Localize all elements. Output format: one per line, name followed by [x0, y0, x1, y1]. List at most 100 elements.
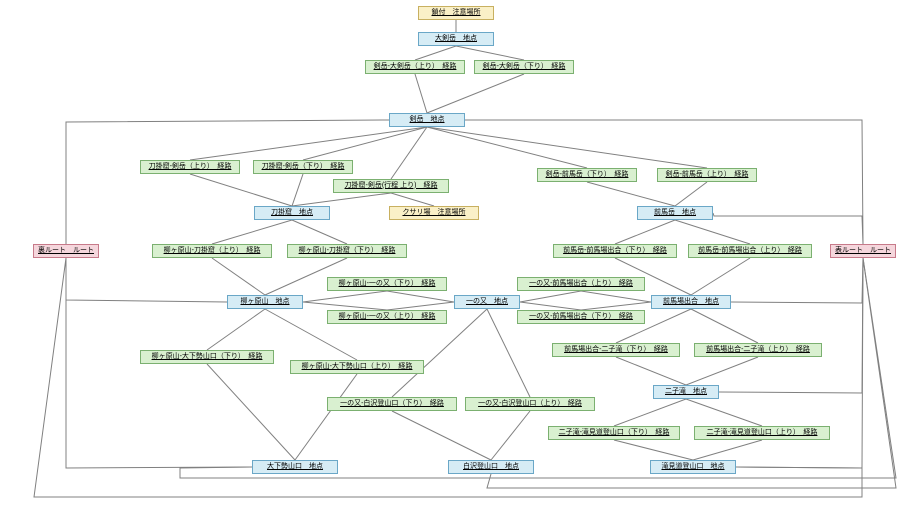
node-n11[interactable]: 刀掛窟 地点 — [254, 206, 330, 220]
node-n12[interactable]: クサリ場 注意場所 — [389, 206, 479, 220]
node-label: 柳ヶ原山-一の又（上り） 経路 — [339, 313, 436, 321]
node-label: 一の又 地点 — [466, 298, 508, 306]
edge — [614, 399, 686, 426]
edge — [415, 46, 456, 60]
node-n33[interactable]: 一の又-白沢登山口（上り） 経路 — [465, 397, 595, 411]
edge — [190, 127, 427, 160]
node-n15[interactable]: 柳ヶ原山-刀掛窟（上り） 経路 — [152, 244, 272, 258]
node-label: 刀掛窟-剣岳（下り） 経路 — [262, 163, 345, 171]
node-n6[interactable]: 刀掛窟-剣岳（上り） 経路 — [140, 160, 240, 174]
node-label: 鎖付 注意場所 — [432, 9, 481, 17]
node-n13[interactable]: 前馬岳 地点 — [637, 206, 713, 220]
edge — [456, 46, 524, 60]
edge — [427, 127, 587, 168]
edge — [465, 120, 863, 244]
node-label: 二子滝 地点 — [665, 388, 707, 396]
edge — [719, 258, 863, 393]
edge — [520, 302, 581, 310]
node-n35[interactable]: 二子滝-滝見道登山口（上り） 経路 — [694, 426, 830, 440]
node-label: 前馬岳-前馬場出合（上り） 経路 — [698, 247, 802, 255]
node-n26[interactable]: 前馬場出合 地点 — [651, 295, 731, 309]
node-label: 刀掛窟 地点 — [271, 209, 313, 217]
node-n10[interactable]: 剣岳-前馬岳（上り） 経路 — [657, 168, 757, 182]
node-n14[interactable]: 裏ルート ルート — [33, 244, 99, 258]
node-n31[interactable]: 二子滝 地点 — [653, 385, 719, 399]
node-n30[interactable]: 前馬場出合-二子滝（上り） 経路 — [694, 343, 822, 357]
edge — [686, 357, 758, 385]
node-label: 剣岳-大剣岳（下り） 経路 — [483, 63, 566, 71]
node-label: 剣岳-大剣岳（上り） 経路 — [374, 63, 457, 71]
edge — [614, 440, 693, 460]
edge — [691, 258, 750, 295]
node-n1[interactable]: 鎖付 注意場所 — [418, 6, 494, 20]
node-n7[interactable]: 刀掛窟-剣岳（下り） 経路 — [253, 160, 353, 174]
node-label: 前馬岳-前馬場出合（下り） 経路 — [563, 247, 667, 255]
node-n20[interactable]: 柳ヶ原山-一の又（下り） 経路 — [327, 277, 447, 291]
edge — [180, 258, 896, 478]
node-label: 一の又-前馬場出合（下り） 経路 — [529, 313, 633, 321]
node-label: 一の又-白沢登山口（下り） 経路 — [340, 400, 444, 408]
node-label: 柳ヶ原山 地点 — [241, 298, 290, 306]
node-n8[interactable]: 刀掛窟-剣岳(行程 上り) 経路 — [333, 179, 449, 193]
node-n23[interactable]: 柳ヶ原山-一の又（上り） 経路 — [327, 310, 447, 324]
node-label: 二子滝-滝見道登山口（上り） 経路 — [707, 429, 818, 437]
node-label: 柳ヶ原山-刀掛窟（上り） 経路 — [164, 247, 261, 255]
node-n37[interactable]: 白沢登山口 地点 — [448, 460, 534, 474]
node-label: 大剣岳 地点 — [435, 35, 477, 43]
edge — [427, 74, 524, 113]
edge — [207, 309, 265, 350]
node-n19[interactable]: 表ルート ルート — [830, 244, 896, 258]
node-label: 柳ヶ原山-一の又（下り） 経路 — [339, 280, 436, 288]
node-n16[interactable]: 柳ヶ原山-刀掛窟（下り） 経路 — [287, 244, 407, 258]
edge — [675, 182, 707, 206]
edge — [675, 220, 750, 244]
edge — [392, 411, 491, 460]
node-n3[interactable]: 剣岳-大剣岳（上り） 経路 — [365, 60, 465, 74]
edge — [415, 74, 427, 113]
node-label: 大下勢山口 地点 — [267, 463, 323, 471]
node-label: 前馬場出合-二子滝（上り） 経路 — [706, 346, 810, 354]
node-n18[interactable]: 前馬岳-前馬場出合（上り） 経路 — [688, 244, 812, 258]
node-n21[interactable]: 一の又-前馬場出合（上り） 経路 — [517, 277, 645, 291]
edge — [292, 220, 347, 244]
node-label: 前馬岳 地点 — [654, 209, 696, 217]
edge — [616, 357, 686, 385]
node-n17[interactable]: 前馬岳-前馬場出合（下り） 経路 — [553, 244, 677, 258]
node-n32[interactable]: 一の又-白沢登山口（下り） 経路 — [327, 397, 457, 411]
node-n5[interactable]: 剣岳 地点 — [389, 113, 465, 127]
edge — [190, 174, 292, 206]
node-n38[interactable]: 滝見道登山口 地点 — [650, 460, 736, 474]
edge — [207, 364, 295, 460]
node-label: 刀掛窟-剣岳（上り） 経路 — [149, 163, 232, 171]
edge — [491, 411, 530, 460]
edge — [520, 291, 581, 302]
node-n22[interactable]: 柳ヶ原山 地点 — [227, 295, 303, 309]
edge — [693, 440, 762, 460]
node-n34[interactable]: 二子滝-滝見道登山口（下り） 経路 — [548, 426, 680, 440]
edge — [303, 127, 427, 160]
node-label: 二子滝-滝見道登山口（下り） 経路 — [559, 429, 670, 437]
edge — [212, 258, 265, 295]
edge — [212, 220, 292, 244]
node-n2[interactable]: 大剣岳 地点 — [418, 32, 494, 46]
node-n4[interactable]: 剣岳-大剣岳（下り） 経路 — [474, 60, 574, 74]
edge — [691, 309, 758, 343]
node-label: 剣岳 地点 — [410, 116, 445, 124]
edge — [581, 291, 651, 302]
edge — [581, 302, 651, 310]
node-n27[interactable]: 柳ヶ原山-大下勢山口（下り） 経路 — [140, 350, 274, 364]
node-n25[interactable]: 一の又-前馬場出合（下り） 経路 — [517, 310, 645, 324]
edge — [295, 374, 357, 460]
edge — [66, 258, 227, 302]
edge — [387, 291, 454, 302]
node-label: 刀掛窟-剣岳(行程 上り) 経路 — [345, 182, 438, 190]
edge — [387, 302, 454, 310]
node-label: 一の又-前馬場出合（上り） 経路 — [529, 280, 633, 288]
node-n36[interactable]: 大下勢山口 地点 — [252, 460, 338, 474]
node-n9[interactable]: 剣岳-前馬岳（下り） 経路 — [537, 168, 637, 182]
node-label: 白沢登山口 地点 — [463, 463, 519, 471]
node-n28[interactable]: 柳ヶ原山-大下勢山口（上り） 経路 — [290, 360, 424, 374]
node-n29[interactable]: 前馬場出合-二子滝（下り） 経路 — [552, 343, 680, 357]
edge — [731, 258, 863, 303]
node-n24[interactable]: 一の又 地点 — [454, 295, 520, 309]
